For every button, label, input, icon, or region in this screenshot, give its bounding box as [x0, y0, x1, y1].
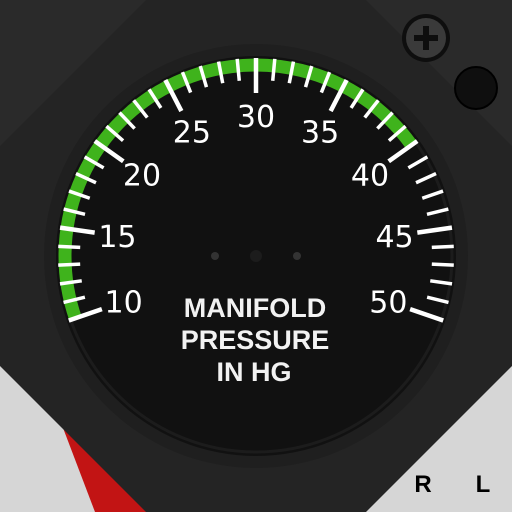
screw-head-icon: [402, 14, 450, 62]
minor-tick: [75, 171, 97, 185]
minor-tick: [415, 171, 437, 185]
scale-label-40: 40: [351, 159, 389, 194]
scale-label-10: 10: [105, 286, 143, 321]
scale-ticks: [58, 58, 454, 323]
minor-tick: [118, 111, 136, 130]
minor-tick: [429, 279, 453, 286]
scale-label-35: 35: [301, 116, 339, 151]
scale-label-30: 30: [237, 100, 275, 135]
gauge-title-line-1: MANIFOLD: [184, 293, 326, 323]
minor-tick: [83, 155, 105, 170]
minor-tick: [235, 58, 242, 81]
major-tick: [59, 225, 96, 235]
minor-tick: [431, 244, 454, 250]
corner-label-r: R: [414, 471, 431, 498]
minor-tick: [216, 61, 225, 84]
minor-tick: [407, 155, 429, 170]
minor-tick: [287, 61, 296, 84]
major-tick: [68, 306, 103, 323]
scale-label-50: 50: [369, 286, 407, 321]
minor-tick: [59, 279, 83, 286]
minor-tick: [426, 295, 449, 305]
scale-label-15: 15: [98, 220, 136, 255]
minor-tick: [431, 262, 454, 267]
minor-tick: [147, 88, 163, 109]
minor-tick: [105, 124, 125, 142]
major-tick: [93, 139, 125, 164]
minor-tick: [68, 189, 91, 200]
scale-label-25: 25: [173, 116, 211, 151]
minor-tick: [63, 295, 86, 305]
minor-tick: [421, 189, 444, 200]
gauge-title-line-3: IN HG: [216, 357, 291, 387]
major-tick: [163, 78, 184, 113]
minor-tick: [426, 207, 449, 217]
scale-label-20: 20: [123, 159, 161, 194]
minor-tick: [180, 71, 193, 94]
minor-tick: [198, 65, 209, 88]
minor-tick: [303, 65, 314, 88]
minor-tick: [132, 99, 149, 119]
center-mount: [211, 250, 301, 262]
major-tick: [416, 225, 453, 235]
knob-hole-icon: [454, 66, 498, 110]
major-tick: [409, 306, 444, 323]
gauge-title-line-2: PRESSURE: [181, 325, 330, 355]
minor-tick: [58, 262, 81, 267]
minor-tick: [387, 124, 407, 142]
minor-tick: [270, 58, 277, 81]
scale-label-45: 45: [375, 220, 413, 255]
scale-labels: 10 15 20 25 30 35 40 45 50: [98, 100, 413, 321]
minor-tick: [363, 99, 380, 119]
minor-tick: [349, 88, 365, 109]
minor-tick: [376, 111, 394, 130]
major-tick: [387, 139, 419, 164]
corner-label-l: L: [476, 471, 491, 498]
minor-tick: [319, 71, 332, 94]
major-tick: [328, 78, 349, 113]
minor-tick: [63, 207, 86, 217]
minor-tick: [58, 244, 81, 250]
